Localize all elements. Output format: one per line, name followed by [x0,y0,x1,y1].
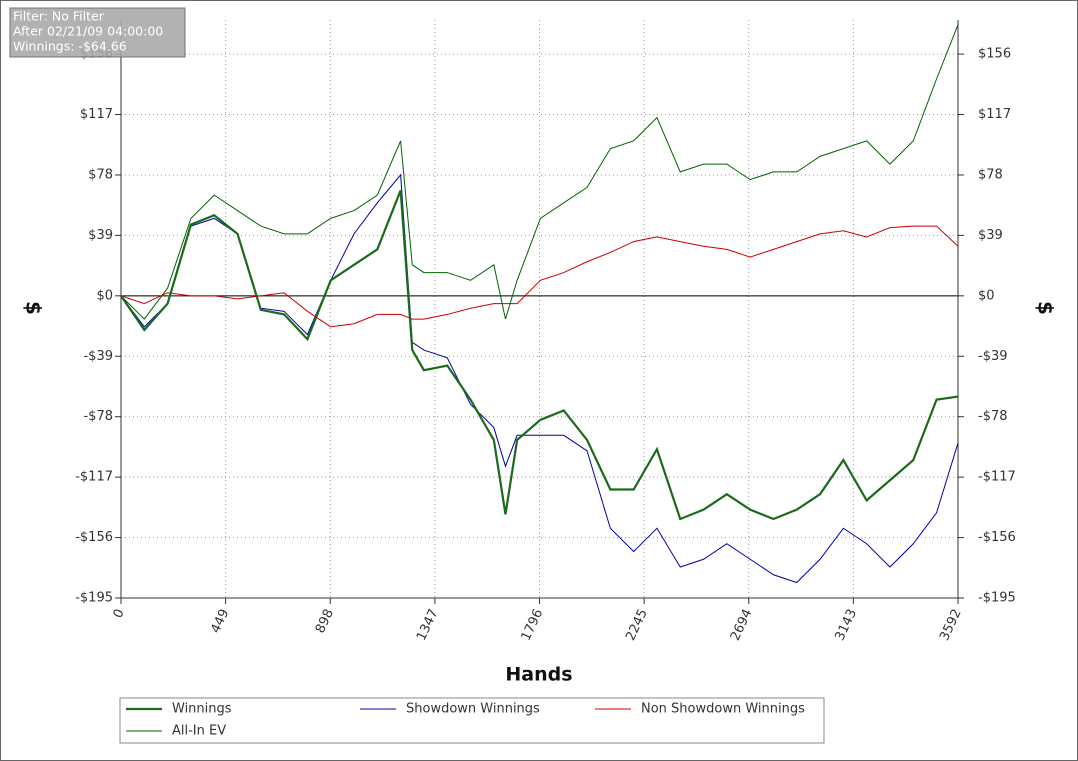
series-line [120,190,959,521]
y2-tick-label: -$78 [978,409,1008,424]
legend-label: All-In EV [172,724,226,739]
y-tick-label: $78 [88,167,113,182]
filter-text: Winnings: -$64.66 [13,39,127,54]
y2-axis-label: $ [1034,301,1058,315]
y2-tick-label: $156 [978,47,1011,62]
series-line [120,173,959,584]
legend-label: Winnings [172,702,232,717]
series-line [120,225,959,328]
y-tick-label: -$39 [83,349,113,364]
x-axis-label: Hands [505,664,572,686]
filter-text: Filter: No Filter [13,9,105,24]
y2-tick-label: $117 [978,107,1011,122]
y2-tick-label: -$156 [978,530,1016,545]
y-tick-label: -$78 [83,409,113,424]
y-tick-label: $117 [80,107,113,122]
y-tick-label: -$156 [75,530,113,545]
y-axis-label: $ [22,301,46,315]
y2-tick-label: $78 [978,167,1003,182]
y-tick-label: -$117 [75,470,113,485]
y2-tick-label: -$195 [978,591,1016,606]
y-tick-label: -$195 [75,591,113,606]
filter-text: After 02/21/09 04:00:00 [13,24,163,39]
legend-label: Non Showdown Winnings [641,702,805,717]
y2-tick-label: $39 [978,228,1003,243]
y-tick-label: $0 [96,288,113,303]
y-tick-label: $39 [88,228,113,243]
filter-box [9,7,186,58]
y2-tick-label: -$39 [978,349,1008,364]
legend-box [119,697,825,744]
y2-tick-label: $0 [978,288,995,303]
y2-tick-label: -$117 [978,470,1016,485]
series-line [120,24,959,320]
legend-label: Showdown Winnings [406,702,540,717]
